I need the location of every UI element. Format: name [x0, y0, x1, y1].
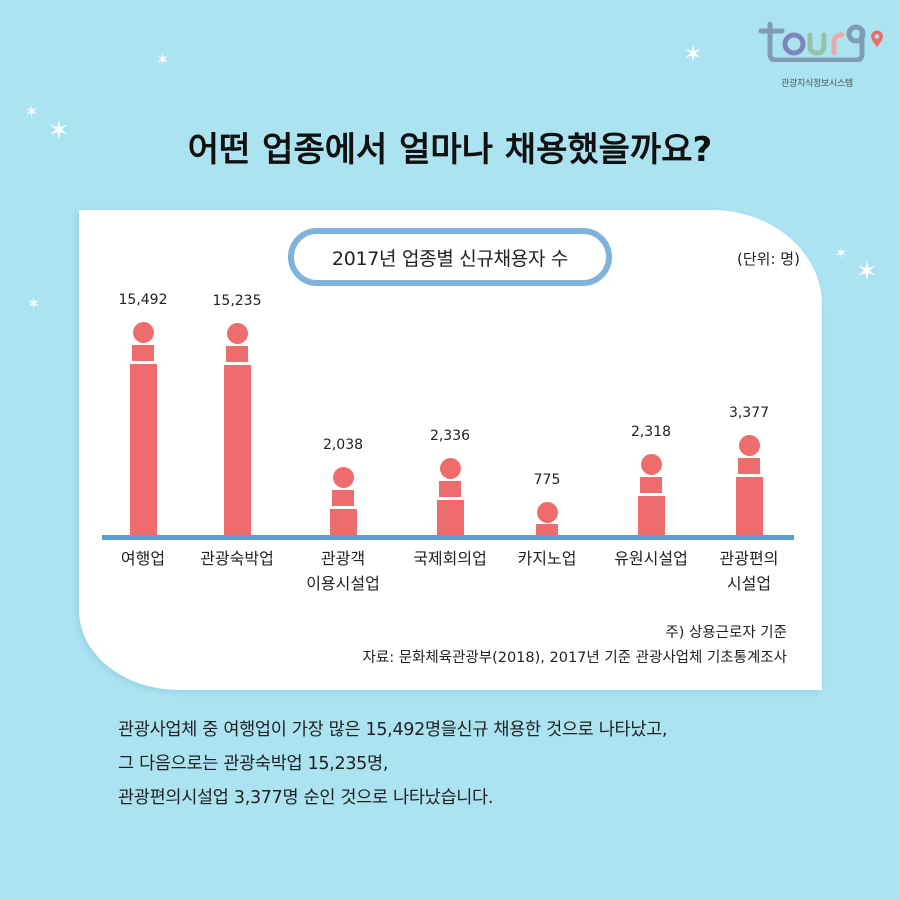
category-label-line: 관광객	[320, 549, 366, 568]
bar-body	[129, 364, 157, 536]
category-label: 관광숙박업	[182, 546, 292, 571]
location-pin-icon	[871, 30, 883, 47]
bar-cap-circle	[640, 453, 662, 475]
chart-source: 자료: 문화체육관광부(2018), 2017년 기준 관광사업체 기초통계조사	[362, 650, 787, 666]
logo-subtitle: 관광지식정보시스템	[781, 79, 853, 89]
chart-card	[79, 210, 822, 690]
bar-cap-circle	[536, 501, 558, 523]
bar-cap-square	[536, 524, 558, 536]
bar-body	[436, 500, 464, 536]
sparkle-icon: ✶	[856, 257, 878, 287]
category-label-line: 국제회의업	[413, 549, 487, 568]
bar-body	[637, 496, 665, 536]
logo: 관광지식정보시스템	[752, 16, 892, 89]
summary-line: 관광사업체 중 여행업이 가장 많은 15,492명을신규 채용한 것으로 나타…	[118, 720, 668, 740]
sparkle-icon: ✶	[835, 244, 848, 262]
value-label: 15,235	[212, 293, 262, 309]
bar-cap-circle	[738, 434, 760, 456]
bar-cap-square	[226, 346, 248, 362]
value-label: 15,492	[118, 292, 168, 308]
value-label: 3,377	[728, 405, 770, 421]
bar-cap-square	[640, 477, 662, 493]
category-label-line: 이용시설업	[306, 574, 380, 593]
summary-line: 그 다음으로는 관광숙박업 15,235명,	[118, 754, 389, 774]
sparkle-icon: ✶	[48, 116, 70, 146]
bar-cap-square	[132, 345, 154, 361]
bar-cap-square	[738, 458, 760, 474]
tourg-logo-icon	[758, 22, 866, 62]
bar-cap-square	[439, 481, 461, 497]
value-label: 2,318	[630, 424, 672, 440]
sparkle-icon: ✶	[25, 102, 39, 121]
bar-body	[735, 477, 763, 536]
category-label: 카지노업	[492, 546, 602, 571]
value-label: 775	[533, 472, 561, 488]
category-label: 여행업	[88, 546, 198, 571]
category-label-line: 관광숙박업	[200, 549, 274, 568]
value-label: 2,336	[429, 428, 471, 444]
chart-title: 2017년 업종별 신규채용자 수	[288, 228, 612, 286]
category-label-line: 유원시설업	[614, 549, 688, 568]
bar-body	[223, 365, 251, 536]
chart-note: 주) 상용근로자 기준	[665, 625, 787, 641]
summary-line: 관광편의시설업 3,377명 순인 것으로 나타났습니다.	[118, 788, 494, 808]
bar-cap-square	[332, 490, 354, 506]
sparkle-icon: ✶	[683, 40, 704, 68]
category-label: 국제회의업	[395, 546, 505, 571]
summary-text: 관광사업체 중 여행업이 가장 많은 15,492명을신규 채용한 것으로 나타…	[118, 713, 838, 815]
bar-cap-circle	[226, 322, 248, 344]
page-title: 어떤 업종에서 얼마나 채용했을까요?	[187, 130, 713, 170]
bar-cap-circle	[132, 321, 154, 343]
value-label: 2,038	[322, 437, 364, 453]
sparkle-icon: ✶	[27, 294, 41, 313]
category-label-line: 관광편의	[719, 549, 779, 568]
category-label: 유원시설업	[596, 546, 706, 571]
category-label-line: 시설업	[726, 574, 772, 593]
category-label-line: 카지노업	[517, 549, 577, 568]
x-axis-line	[102, 535, 794, 540]
bar-cap-circle	[332, 466, 354, 488]
sparkle-icon: ✶	[156, 50, 170, 69]
category-label-line: 여행업	[120, 549, 166, 568]
bar-body	[329, 509, 357, 536]
bar-cap-circle	[439, 457, 461, 479]
unit-label: (단위: 명)	[737, 250, 800, 268]
chart-title-text: 2017년 업종별 신규채용자 수	[331, 247, 569, 270]
